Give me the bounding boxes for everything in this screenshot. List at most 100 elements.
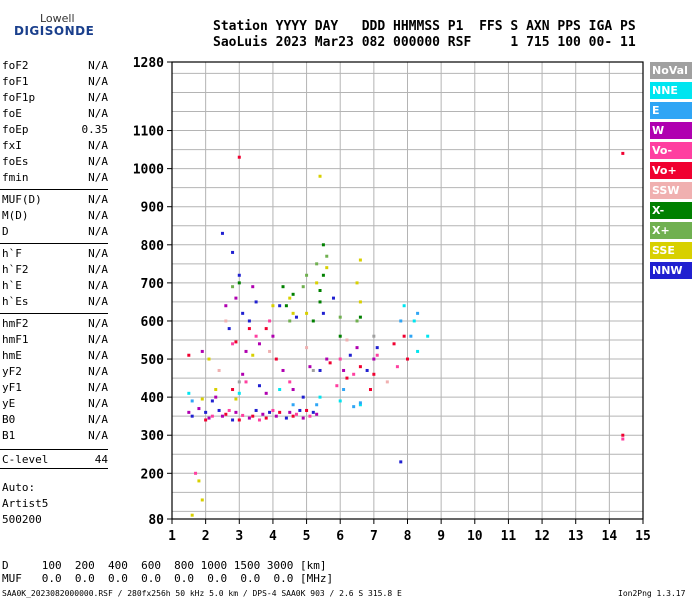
param-value: N/A	[88, 263, 108, 276]
footer-muf-row: MUF 0.0 0.0 0.0 0.0 0.0 0.0 0.0 0.0 [MHz…	[2, 572, 334, 585]
data-point	[268, 410, 272, 414]
data-point	[271, 334, 275, 338]
data-point	[247, 319, 251, 323]
param-value: N/A	[88, 59, 108, 72]
data-point	[234, 340, 238, 344]
param-label: h`F	[2, 247, 22, 260]
param-label: fxI	[2, 139, 22, 152]
param-fmin: fmin N/A	[2, 171, 108, 184]
data-point	[207, 357, 211, 361]
data-point	[291, 311, 295, 315]
data-point	[335, 384, 339, 388]
data-point	[375, 346, 379, 350]
data-point	[399, 460, 403, 464]
param-c-level: C-level 44	[2, 453, 108, 466]
data-point	[251, 353, 255, 357]
data-point	[328, 361, 332, 365]
param-h-f2: h`F2 N/A	[2, 263, 108, 276]
param-value: N/A	[88, 365, 108, 378]
footer-version: Ion2Png 1.3.17	[618, 589, 686, 598]
data-point	[237, 391, 241, 395]
data-point	[416, 311, 420, 315]
y-tick-label: 80	[148, 513, 164, 528]
data-point	[227, 327, 231, 331]
param-separator	[0, 449, 108, 450]
x-tick-label: 9	[437, 529, 445, 544]
data-point	[247, 327, 251, 331]
param-fof1: foF1 N/A	[2, 75, 108, 88]
data-point	[345, 376, 349, 380]
data-point	[227, 408, 231, 412]
param-label: hmF2	[2, 317, 29, 330]
x-tick-label: 8	[404, 529, 412, 544]
x-tick-label: 4	[269, 529, 277, 544]
data-point	[352, 405, 356, 409]
param-b0: B0 N/A	[2, 413, 108, 426]
param-value: N/A	[88, 225, 108, 238]
data-point	[298, 408, 302, 412]
param-ye: yE N/A	[2, 397, 108, 410]
data-point	[200, 498, 204, 502]
param-value: N/A	[88, 91, 108, 104]
data-point	[294, 315, 298, 319]
legend-item: W	[650, 122, 692, 139]
data-point	[372, 334, 376, 338]
param-value: 44	[94, 453, 108, 466]
data-point	[402, 334, 406, 338]
data-point	[358, 365, 362, 369]
data-point	[190, 399, 194, 403]
param-h-e: h`E N/A	[2, 279, 108, 292]
data-point	[355, 319, 359, 323]
param-value: N/A	[88, 429, 108, 442]
data-point	[338, 315, 342, 319]
param-hmf2: hmF2 N/A	[2, 317, 108, 330]
param-value: N/A	[88, 397, 108, 410]
data-point	[321, 311, 325, 315]
data-point	[251, 285, 255, 289]
param-label: M(D)	[2, 209, 29, 222]
header-line2: SaoLuis 2023 Mar23 082 000000 RSF 1 715 …	[213, 35, 636, 50]
param-foe: foE N/A	[2, 107, 108, 120]
data-point	[315, 412, 319, 416]
data-point	[231, 388, 235, 392]
data-point	[399, 319, 403, 323]
data-point	[311, 319, 315, 323]
data-point	[210, 399, 214, 403]
param-value: 0.35	[81, 123, 109, 136]
param-label: yF2	[2, 365, 22, 378]
x-tick-label: 10	[467, 529, 483, 544]
data-point	[318, 174, 322, 178]
data-point	[365, 368, 369, 372]
data-point	[234, 296, 238, 300]
param-value: N/A	[88, 381, 108, 394]
data-point	[231, 342, 235, 346]
data-point	[217, 368, 221, 372]
data-point	[237, 418, 241, 422]
param-separator	[0, 468, 108, 469]
data-point	[318, 368, 322, 372]
x-tick-label: 7	[370, 529, 378, 544]
data-point	[268, 319, 272, 323]
y-tick-label: 700	[141, 277, 165, 292]
param-label: foEs	[2, 155, 29, 168]
data-point	[305, 408, 309, 412]
data-point	[338, 357, 342, 361]
data-point	[237, 155, 241, 159]
param-label: hmF1	[2, 333, 29, 346]
param-label: MUF(D)	[2, 193, 42, 206]
data-point	[197, 407, 201, 411]
param-value: N/A	[88, 171, 108, 184]
x-tick-label: 5	[303, 529, 311, 544]
data-point	[372, 357, 376, 361]
data-point	[237, 281, 241, 285]
data-point	[257, 384, 261, 388]
param-label: foEp	[2, 123, 29, 136]
data-point	[291, 414, 295, 418]
param-b1: B1 N/A	[2, 429, 108, 442]
data-point	[325, 254, 329, 258]
data-point	[274, 357, 278, 361]
data-point	[217, 408, 221, 412]
data-point	[187, 410, 191, 414]
data-point	[352, 372, 356, 376]
data-point	[291, 388, 295, 392]
